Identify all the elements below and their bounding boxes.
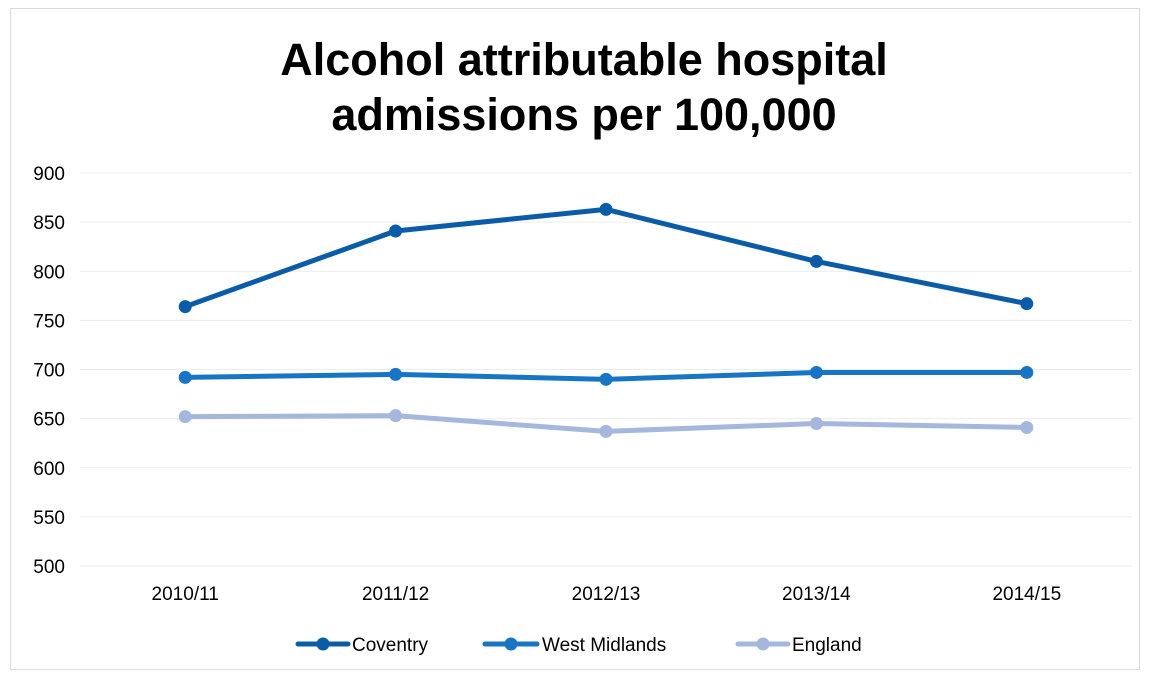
legend: Coventry West Midlands England	[295, 635, 862, 656]
data-point-england	[809, 417, 823, 431]
legend-item-coventry: Coventry	[295, 635, 429, 656]
data-point-coventry	[809, 254, 823, 268]
y-tick-label: 700	[33, 361, 65, 382]
gridlines	[80, 172, 1132, 567]
y-axis-ticks: 500 550 600 650 700 750 800 850 900	[33, 164, 65, 578]
legend-swatch-marker	[504, 637, 518, 651]
data-point-coventry	[1020, 297, 1034, 311]
series-england	[178, 409, 1034, 438]
data-point-west-midlands	[178, 370, 192, 384]
legend-label: West Midlands	[542, 635, 666, 656]
legend-swatch-marker	[756, 637, 770, 651]
series-line-coventry	[182, 206, 1030, 310]
x-axis-ticks: 2010/11 2011/12 2012/13 2013/14 2014/15	[152, 584, 1062, 605]
legend-label: Coventry	[352, 635, 429, 656]
legend-item-west-midlands: West Midlands	[482, 635, 666, 656]
data-point-england	[389, 409, 403, 423]
data-point-west-midlands	[809, 365, 823, 379]
data-point-west-midlands	[389, 367, 403, 381]
y-tick-label: 650	[33, 410, 65, 431]
series-west-midlands	[178, 365, 1034, 386]
y-tick-label: 850	[33, 213, 65, 234]
x-tick-label: 2011/12	[362, 584, 429, 605]
data-point-coventry	[178, 300, 192, 314]
chart-frame	[10, 8, 1140, 670]
chart-title: Alcohol attributable hospital admissions…	[280, 34, 888, 140]
y-tick-label: 550	[33, 508, 65, 529]
legend-label: England	[792, 635, 862, 656]
data-point-west-midlands	[1020, 365, 1034, 379]
data-point-england	[178, 410, 192, 424]
series-coventry	[178, 202, 1034, 314]
chart-title-line-1: Alcohol attributable hospital	[280, 34, 888, 85]
data-point-england	[1020, 420, 1034, 434]
data-point-england	[599, 424, 613, 438]
y-tick-label: 500	[33, 557, 65, 578]
x-tick-label: 2010/11	[152, 584, 219, 605]
x-tick-label: 2013/14	[782, 584, 851, 605]
y-tick-label: 600	[33, 459, 65, 480]
y-tick-label: 800	[33, 262, 65, 283]
y-tick-label: 900	[33, 164, 65, 185]
x-tick-label: 2014/15	[992, 584, 1061, 605]
data-point-coventry	[389, 224, 403, 238]
legend-item-england: England	[735, 635, 862, 656]
data-point-west-midlands	[599, 372, 613, 386]
x-tick-label: 2012/13	[572, 584, 641, 605]
series-lines	[178, 202, 1034, 438]
legend-swatch-marker	[316, 637, 330, 651]
data-point-coventry	[599, 202, 613, 216]
chart-title-line-2: admissions per 100,000	[331, 89, 836, 140]
y-tick-label: 750	[33, 311, 65, 332]
